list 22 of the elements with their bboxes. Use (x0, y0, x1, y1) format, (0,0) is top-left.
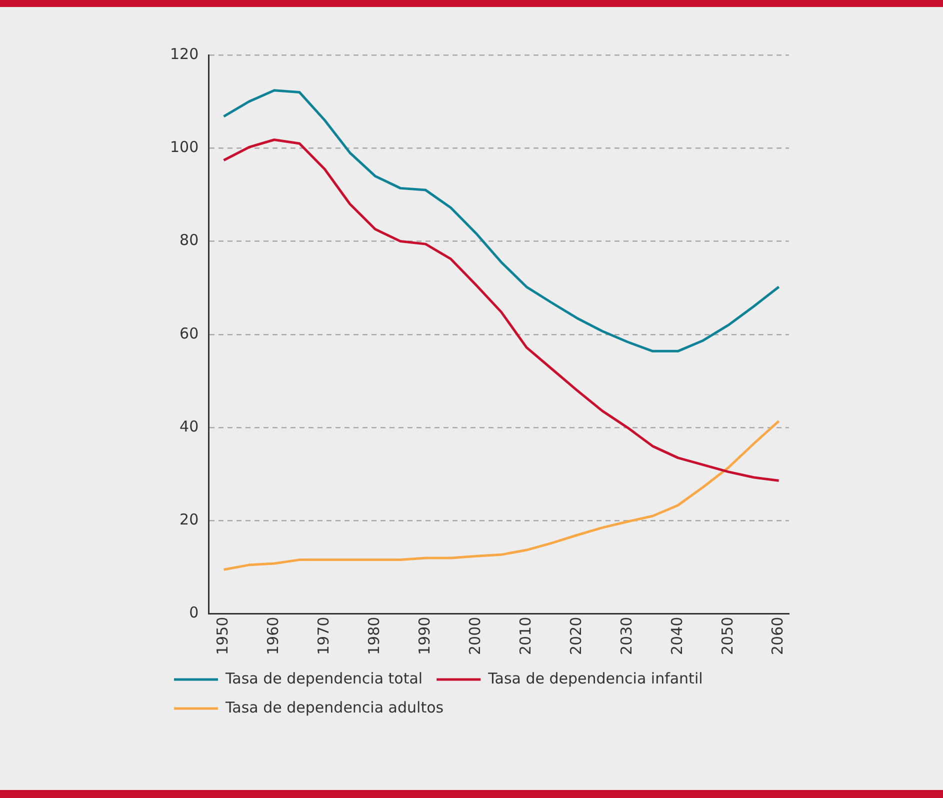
y-tick-label: 60 (180, 324, 199, 342)
x-tick-label: 1960 (264, 616, 282, 656)
x-tick-label: 2040 (668, 616, 686, 656)
x-tick-label: 2000 (466, 616, 484, 656)
x-tick-label: 1950 (214, 616, 232, 656)
legend-label: Tasa de dependencia adultos (224, 698, 444, 716)
y-tick-label: 40 (180, 417, 199, 436)
y-tick-label: 120 (170, 44, 199, 63)
x-tick-label: 2030 (617, 616, 636, 656)
x-tick-label: 2050 (718, 616, 736, 656)
x-tick-label: 1970 (314, 616, 333, 656)
x-tick-label: 2010 (516, 616, 534, 656)
legend-label: Tasa de dependencia infantil (487, 669, 703, 688)
x-tick-label: 1990 (416, 616, 434, 656)
y-tick-label: 80 (180, 231, 199, 250)
y-tick-label: 0 (189, 604, 199, 622)
x-tick-label: 2020 (566, 616, 585, 656)
x-tick-label: 1980 (365, 616, 384, 656)
x-tick-label: 2060 (768, 616, 787, 656)
y-tick-label: 20 (180, 510, 199, 529)
legend-label: Tasa de dependencia total (224, 669, 423, 688)
y-tick-label: 100 (170, 138, 199, 156)
